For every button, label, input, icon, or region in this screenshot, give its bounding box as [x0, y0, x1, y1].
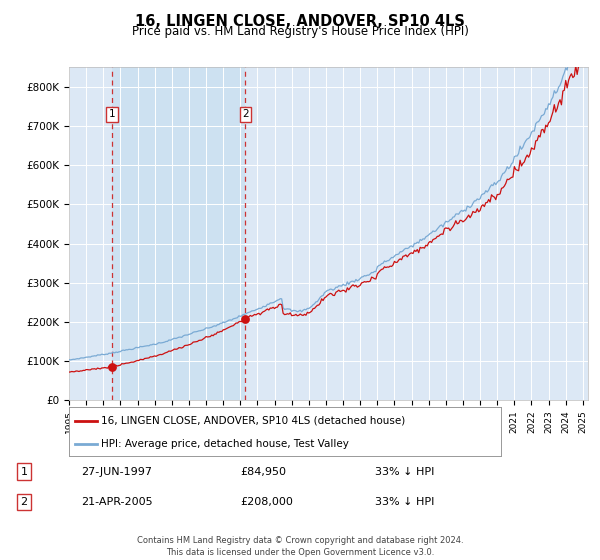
Bar	[112, 67, 245, 400]
Text: 1: 1	[20, 466, 28, 477]
Text: 2: 2	[242, 109, 249, 119]
Text: 16, LINGEN CLOSE, ANDOVER, SP10 4LS (detached house): 16, LINGEN CLOSE, ANDOVER, SP10 4LS (det…	[101, 416, 406, 426]
Point	[107, 363, 116, 372]
Text: Contains HM Land Registry data © Crown copyright and database right 2024.
This d: Contains HM Land Registry data © Crown c…	[137, 536, 463, 557]
Point	[241, 314, 250, 323]
Text: 33% ↓ HPI: 33% ↓ HPI	[375, 497, 434, 507]
Text: 2: 2	[20, 497, 28, 507]
Text: 33% ↓ HPI: 33% ↓ HPI	[375, 466, 434, 477]
Text: HPI: Average price, detached house, Test Valley: HPI: Average price, detached house, Test…	[101, 438, 349, 449]
Text: £208,000: £208,000	[240, 497, 293, 507]
Text: 16, LINGEN CLOSE, ANDOVER, SP10 4LS: 16, LINGEN CLOSE, ANDOVER, SP10 4LS	[135, 14, 465, 29]
Text: Price paid vs. HM Land Registry's House Price Index (HPI): Price paid vs. HM Land Registry's House …	[131, 25, 469, 38]
Text: 21-APR-2005: 21-APR-2005	[81, 497, 152, 507]
Text: 1: 1	[109, 109, 115, 119]
Text: £84,950: £84,950	[240, 466, 286, 477]
Text: 27-JUN-1997: 27-JUN-1997	[81, 466, 152, 477]
